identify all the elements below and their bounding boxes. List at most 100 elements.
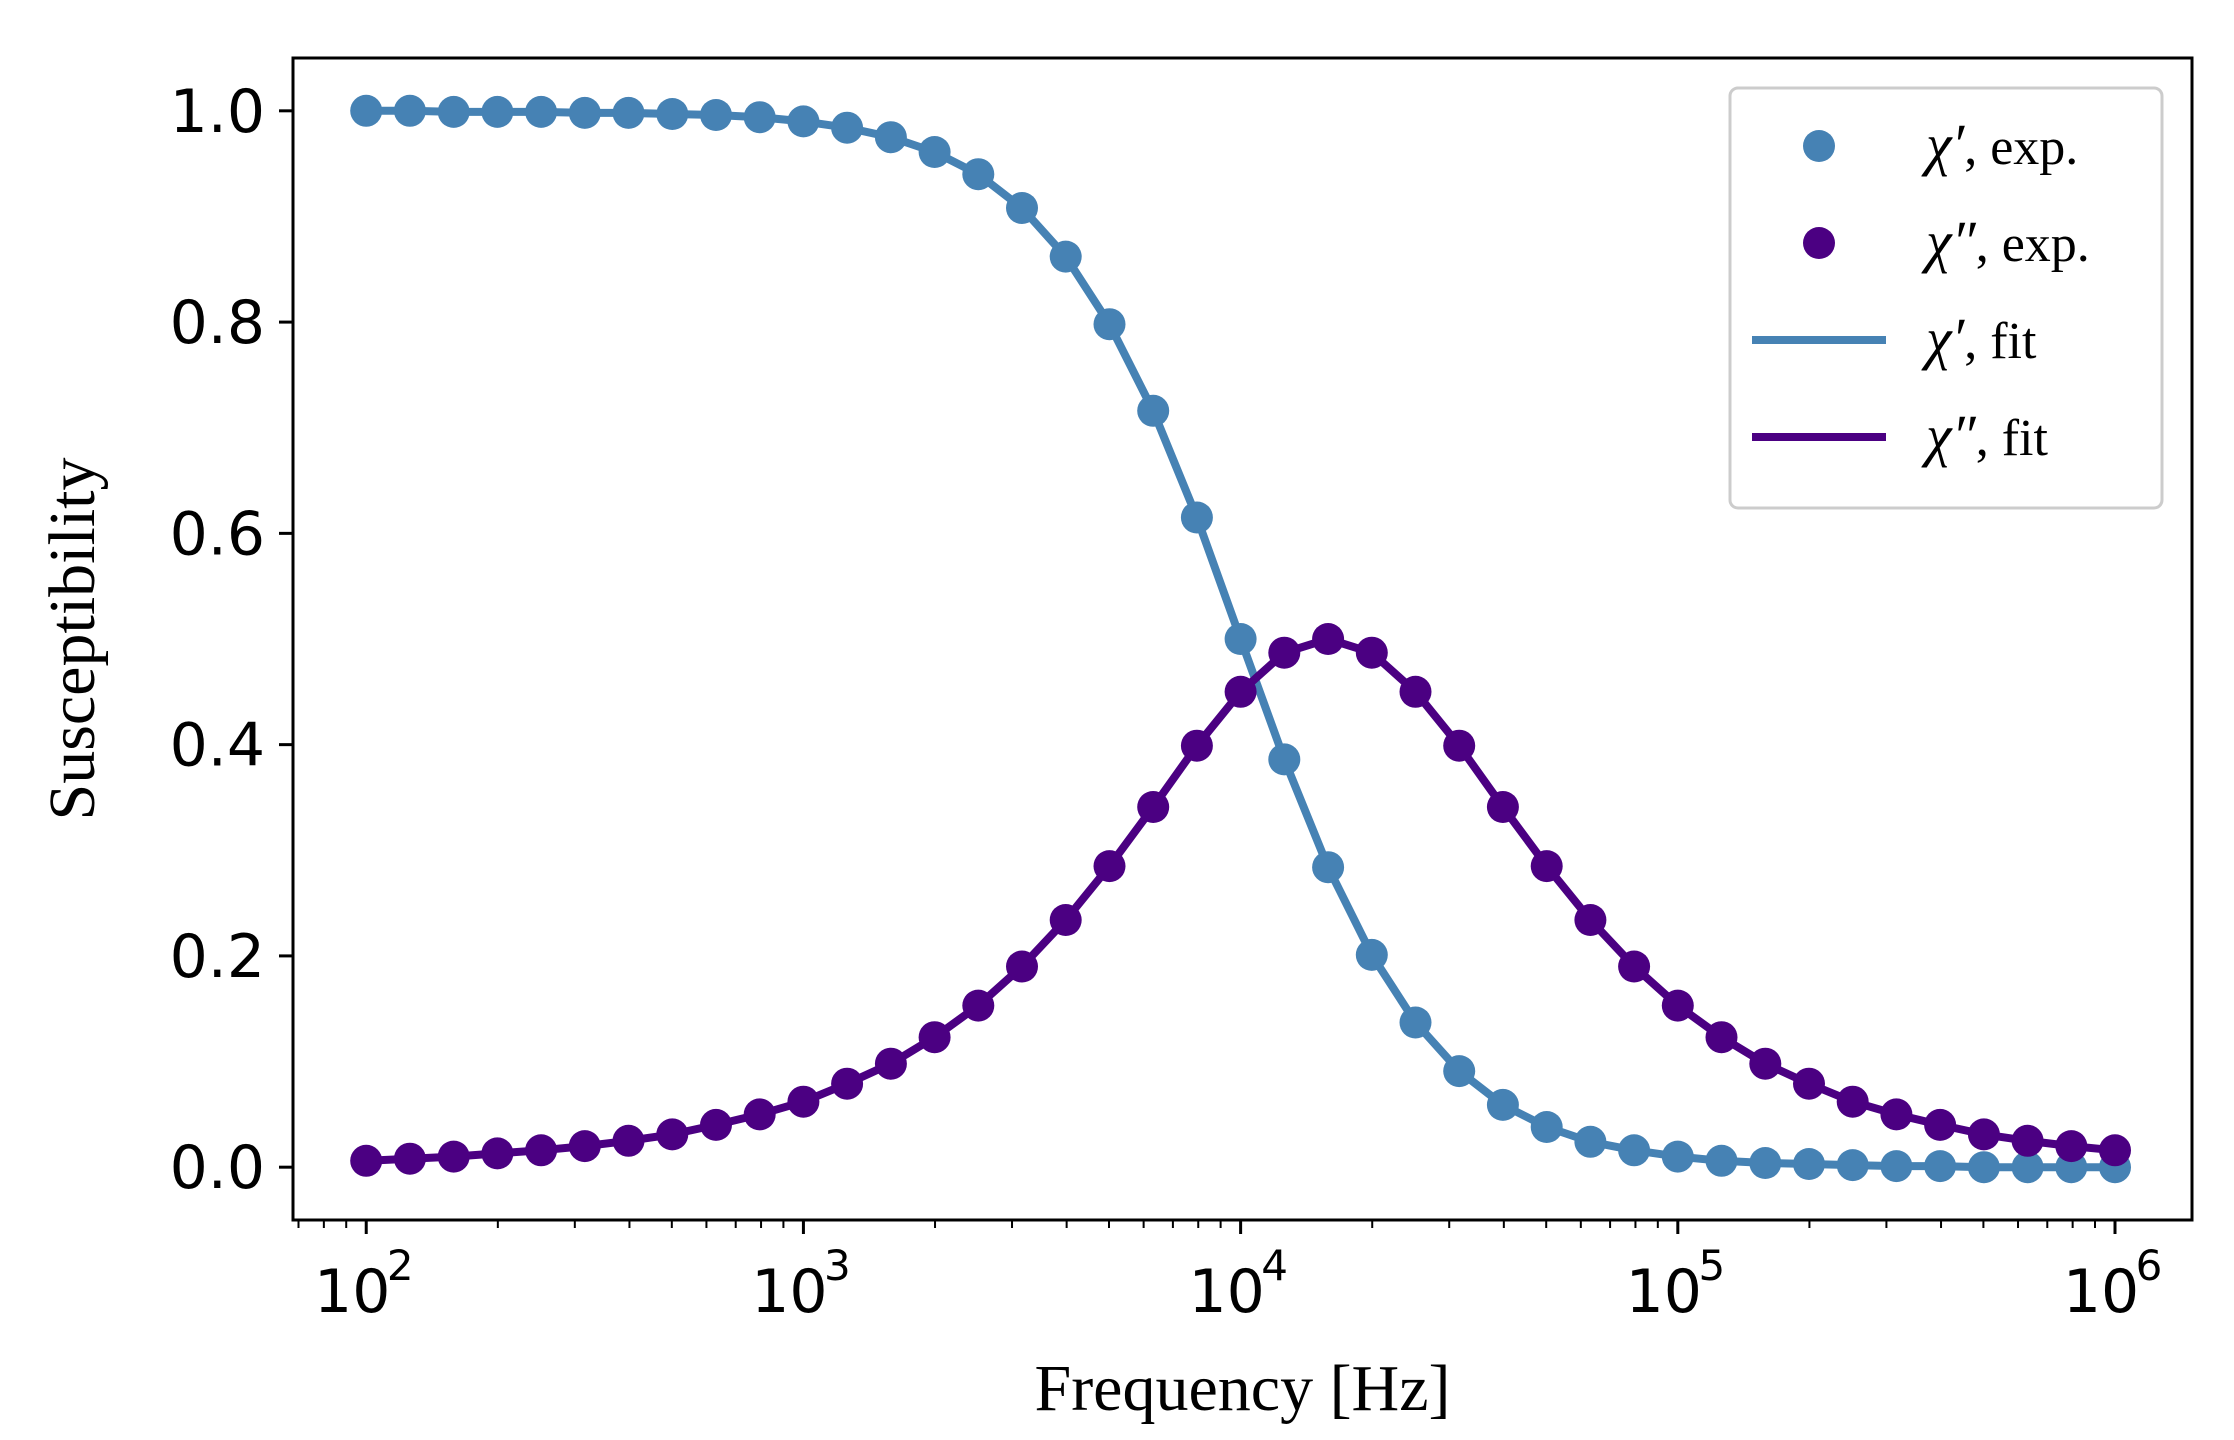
data-point-s1-33 <box>1793 1067 1825 1100</box>
data-point-s1-27 <box>1530 850 1563 883</box>
legend-marker-0 <box>1803 130 1835 162</box>
data-point-s0-26 <box>1486 1088 1519 1121</box>
data-point-s0-19 <box>1180 501 1213 534</box>
data-point-s1-38 <box>2011 1124 2044 1157</box>
x-tick-exponent: 5 <box>1698 1241 1725 1290</box>
data-point-s0-38 <box>2011 1151 2044 1184</box>
data-point-s0-22 <box>1312 851 1345 884</box>
data-point-s1-17 <box>1093 850 1126 883</box>
data-point-s1-8 <box>700 1108 732 1141</box>
data-point-s1-25 <box>1443 729 1476 762</box>
data-point-s0-15 <box>1006 192 1038 224</box>
data-point-s1-19 <box>1180 729 1213 762</box>
data-point-s1-23 <box>1355 636 1388 669</box>
data-point-s0-12 <box>874 121 907 154</box>
data-point-s0-6 <box>612 96 645 129</box>
data-point-s1-20 <box>1224 675 1257 708</box>
y-axis-ticks: 0.0 0.2 0.4 0.6 0.8 1.0 <box>170 77 293 1203</box>
data-point-s0-27 <box>1530 1111 1563 1143</box>
data-point-s1-1 <box>393 1142 426 1175</box>
data-point-s0-31 <box>1705 1144 1738 1177</box>
data-point-s1-32 <box>1749 1047 1782 1080</box>
data-points <box>350 94 2131 1184</box>
data-point-s1-22 <box>1312 623 1345 655</box>
data-point-s1-13 <box>918 1021 951 1054</box>
data-point-s0-10 <box>787 105 820 138</box>
data-point-s1-37 <box>1967 1118 2000 1151</box>
x-tick-label: 10 <box>2063 1257 2139 1327</box>
plot-area-frame <box>291 56 2194 1222</box>
x-tick-exponent: 4 <box>1261 1241 1288 1290</box>
data-point-s0-4 <box>525 95 558 128</box>
data-point-s0-36 <box>1924 1150 1957 1183</box>
data-point-s0-17 <box>1093 308 1126 341</box>
y-tick-label: 0.0 <box>170 1133 265 1203</box>
data-point-s1-7 <box>656 1118 689 1151</box>
data-point-s1-30 <box>1661 989 1694 1022</box>
data-point-s1-28 <box>1574 904 1607 936</box>
data-point-s0-11 <box>831 111 864 144</box>
legend-box <box>1728 86 2164 510</box>
y-tick-label: 0.2 <box>170 922 265 992</box>
data-point-s1-36 <box>1924 1108 1957 1141</box>
data-point-s1-14 <box>962 989 995 1022</box>
data-point-s0-21 <box>1268 743 1301 776</box>
data-point-s0-33 <box>1793 1148 1825 1180</box>
legend-label-2: χ′, fit <box>1921 306 2037 371</box>
legend-label-1: χ″, exp. <box>1921 209 2090 274</box>
data-point-s1-16 <box>1049 904 1082 936</box>
x-tick-label: 10 <box>751 1257 827 1327</box>
data-point-s0-37 <box>1967 1151 2000 1184</box>
data-point-s0-34 <box>1836 1149 1869 1182</box>
data-point-s0-13 <box>918 136 951 168</box>
data-point-s1-35 <box>1880 1098 1913 1131</box>
data-point-s1-10 <box>787 1085 820 1118</box>
x-tick-exponent: 3 <box>824 1241 851 1290</box>
data-point-s0-29 <box>1618 1134 1651 1167</box>
data-point-s1-31 <box>1705 1021 1738 1054</box>
data-point-s1-3 <box>481 1137 514 1170</box>
data-point-s1-40 <box>2099 1134 2131 1167</box>
x-tick-exponent: 2 <box>387 1241 414 1290</box>
data-point-s0-2 <box>437 95 470 128</box>
data-point-s1-34 <box>1836 1085 1869 1118</box>
data-point-s1-15 <box>1006 950 1038 983</box>
data-point-s1-39 <box>2055 1130 2088 1163</box>
data-point-s0-24 <box>1399 1006 1432 1039</box>
legend-marker-1 <box>1803 227 1835 259</box>
data-point-s1-9 <box>743 1098 776 1131</box>
data-point-s0-30 <box>1661 1140 1694 1173</box>
x-axis-title: Frequency [Hz] <box>1035 1352 1451 1425</box>
y-tick-label: 0.6 <box>170 499 265 569</box>
x-axis-ticks: 102 103 104 105 106 <box>297 1220 2162 1327</box>
data-point-s0-7 <box>656 98 689 130</box>
data-point-s1-5 <box>568 1130 601 1163</box>
data-point-s1-2 <box>437 1140 470 1173</box>
data-point-s1-11 <box>831 1067 864 1100</box>
data-point-s0-20 <box>1224 623 1257 655</box>
data-point-s1-12 <box>874 1047 907 1080</box>
data-point-s1-0 <box>350 1144 383 1177</box>
y-tick-label: 1.0 <box>170 77 265 147</box>
data-point-s0-35 <box>1880 1150 1913 1183</box>
data-point-s0-16 <box>1049 240 1082 273</box>
legend: χ′, exp. χ″, exp. χ′, fit χ″, fit <box>1728 86 2164 510</box>
legend-label-3: χ″, fit <box>1921 403 2048 468</box>
data-point-s0-14 <box>962 158 995 191</box>
data-point-s0-9 <box>743 101 776 134</box>
x-tick-label: 10 <box>1626 1257 1702 1327</box>
data-point-s1-26 <box>1486 791 1519 823</box>
data-point-s0-5 <box>568 96 601 129</box>
data-point-s0-3 <box>481 95 514 128</box>
legend-label-0: χ′, exp. <box>1921 112 2078 177</box>
data-point-s0-0 <box>350 94 383 127</box>
data-point-s0-18 <box>1137 394 1170 427</box>
data-point-s0-23 <box>1355 938 1388 971</box>
data-point-s1-29 <box>1618 950 1651 983</box>
data-point-s1-6 <box>612 1124 645 1157</box>
data-point-s0-1 <box>393 94 426 127</box>
y-axis-title: Susceptibility <box>36 458 109 821</box>
data-point-s1-24 <box>1399 675 1432 708</box>
data-point-s0-25 <box>1443 1055 1476 1088</box>
